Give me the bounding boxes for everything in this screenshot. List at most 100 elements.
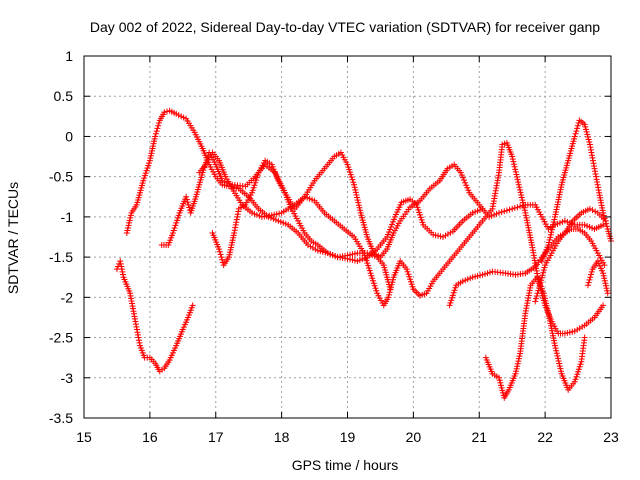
plus-marker xyxy=(123,229,130,236)
plus-marker xyxy=(357,207,364,214)
plus-marker xyxy=(250,184,257,191)
plus-marker xyxy=(233,219,240,226)
plus-marker xyxy=(548,229,555,236)
plus-marker xyxy=(585,136,592,143)
plus-marker xyxy=(349,176,356,183)
plus-marker xyxy=(183,193,190,200)
plus-marker xyxy=(462,179,469,186)
x-tick-label: 16 xyxy=(142,429,158,445)
plus-marker xyxy=(389,276,396,283)
plus-marker xyxy=(513,368,520,375)
plus-marker xyxy=(407,276,414,283)
plus-marker xyxy=(450,289,457,296)
plus-marker xyxy=(216,248,223,255)
plus-marker xyxy=(119,271,126,278)
plus-marker xyxy=(573,373,580,380)
plus-marker xyxy=(575,366,582,373)
plus-marker xyxy=(172,222,179,229)
plus-marker xyxy=(588,149,595,156)
plus-marker xyxy=(536,284,543,291)
plus-marker xyxy=(496,209,503,216)
x-tick-label: 17 xyxy=(208,429,224,445)
plus-marker xyxy=(586,205,593,212)
x-tick-label: 15 xyxy=(76,429,92,445)
plus-marker xyxy=(518,191,525,198)
y-tick-label: -2.5 xyxy=(49,330,73,346)
plus-marker xyxy=(512,166,519,173)
plus-marker xyxy=(585,279,592,286)
plus-marker xyxy=(506,206,513,213)
plus-marker xyxy=(134,331,141,338)
plus-marker xyxy=(175,212,182,219)
plus-marker xyxy=(218,254,225,261)
plus-marker xyxy=(553,347,560,354)
plus-marker xyxy=(513,171,520,178)
plus-marker xyxy=(591,165,598,172)
plus-marker xyxy=(516,186,523,193)
plus-marker xyxy=(219,256,226,263)
plus-marker xyxy=(515,355,522,362)
plus-marker xyxy=(189,302,196,309)
plus-marker xyxy=(350,179,357,186)
plus-marker xyxy=(546,239,553,246)
series-arc-g xyxy=(482,274,588,401)
data-layer xyxy=(113,107,614,401)
plus-marker xyxy=(134,329,141,336)
x-axis-label: GPS time / hours xyxy=(292,457,399,473)
plus-marker xyxy=(253,174,260,181)
x-tick-label: 21 xyxy=(471,429,487,445)
y-tick-label: -3 xyxy=(61,370,74,386)
plus-marker xyxy=(499,387,506,394)
plus-marker xyxy=(509,153,516,160)
x-tick-label: 23 xyxy=(603,429,619,445)
plus-marker xyxy=(132,318,139,325)
plus-marker xyxy=(366,267,373,274)
plus-marker xyxy=(186,204,193,211)
plus-marker xyxy=(364,260,371,267)
plus-marker xyxy=(594,179,601,186)
plus-marker xyxy=(452,284,459,291)
plus-marker xyxy=(152,133,159,140)
plus-marker xyxy=(538,277,545,284)
plus-marker xyxy=(571,378,578,385)
plus-marker xyxy=(496,377,503,384)
plus-marker xyxy=(583,128,590,135)
plus-marker xyxy=(146,160,153,167)
plus-marker xyxy=(370,277,377,284)
plus-marker xyxy=(547,234,554,241)
plus-marker xyxy=(588,152,595,159)
plus-marker xyxy=(415,206,422,213)
grid xyxy=(84,56,611,418)
plus-marker xyxy=(517,203,524,210)
plus-marker xyxy=(518,194,525,201)
plus-marker xyxy=(602,280,609,287)
plus-marker xyxy=(418,216,425,223)
plus-marker xyxy=(588,271,595,278)
x-tick-label: 19 xyxy=(340,429,356,445)
plus-marker xyxy=(387,223,394,230)
plus-marker xyxy=(540,267,547,274)
plus-marker xyxy=(142,170,149,177)
plus-marker xyxy=(345,164,352,171)
y-tick-label: -1 xyxy=(61,209,74,225)
plus-marker xyxy=(386,228,393,235)
plus-marker xyxy=(554,352,561,359)
plus-marker xyxy=(170,227,177,234)
plus-marker xyxy=(496,374,503,381)
plus-marker xyxy=(355,199,362,206)
plus-marker xyxy=(537,279,544,286)
x-tick-label: 18 xyxy=(274,429,290,445)
plus-marker xyxy=(174,217,181,224)
series-arc-f xyxy=(446,225,608,309)
plus-marker xyxy=(457,169,464,176)
plus-marker xyxy=(552,345,559,352)
plus-marker xyxy=(541,292,548,299)
plus-marker xyxy=(587,144,594,151)
plus-marker xyxy=(459,174,466,181)
plus-marker xyxy=(603,285,610,292)
plus-marker xyxy=(363,257,370,264)
plus-marker xyxy=(405,271,412,278)
plus-marker xyxy=(535,287,542,294)
plus-marker xyxy=(546,236,553,243)
